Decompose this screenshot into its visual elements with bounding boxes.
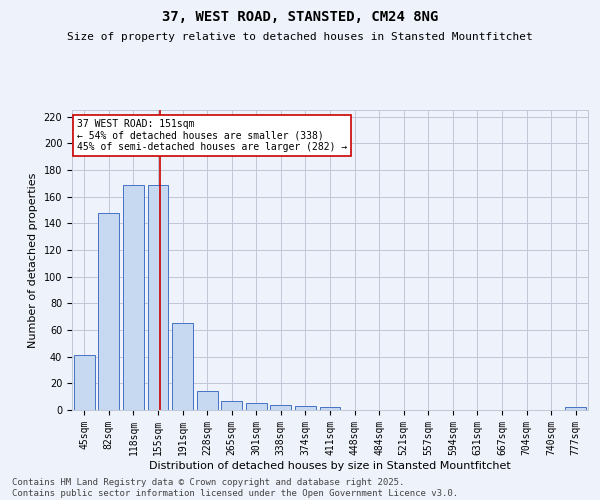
Bar xyxy=(221,400,242,410)
Y-axis label: Number of detached properties: Number of detached properties xyxy=(28,172,38,348)
X-axis label: Distribution of detached houses by size in Stansted Mountfitchet: Distribution of detached houses by size … xyxy=(149,460,511,470)
Bar xyxy=(148,184,169,410)
Bar xyxy=(197,392,218,410)
Text: Contains HM Land Registry data © Crown copyright and database right 2025.
Contai: Contains HM Land Registry data © Crown c… xyxy=(12,478,458,498)
Text: 37 WEST ROAD: 151sqm
← 54% of detached houses are smaller (338)
45% of semi-deta: 37 WEST ROAD: 151sqm ← 54% of detached h… xyxy=(77,119,347,152)
Bar xyxy=(98,212,119,410)
Bar xyxy=(74,356,95,410)
Bar xyxy=(565,408,586,410)
Bar xyxy=(320,408,340,410)
Bar xyxy=(246,404,267,410)
Bar xyxy=(271,404,292,410)
Text: Size of property relative to detached houses in Stansted Mountfitchet: Size of property relative to detached ho… xyxy=(67,32,533,42)
Bar xyxy=(295,406,316,410)
Bar xyxy=(123,184,144,410)
Text: 37, WEST ROAD, STANSTED, CM24 8NG: 37, WEST ROAD, STANSTED, CM24 8NG xyxy=(162,10,438,24)
Bar xyxy=(172,324,193,410)
